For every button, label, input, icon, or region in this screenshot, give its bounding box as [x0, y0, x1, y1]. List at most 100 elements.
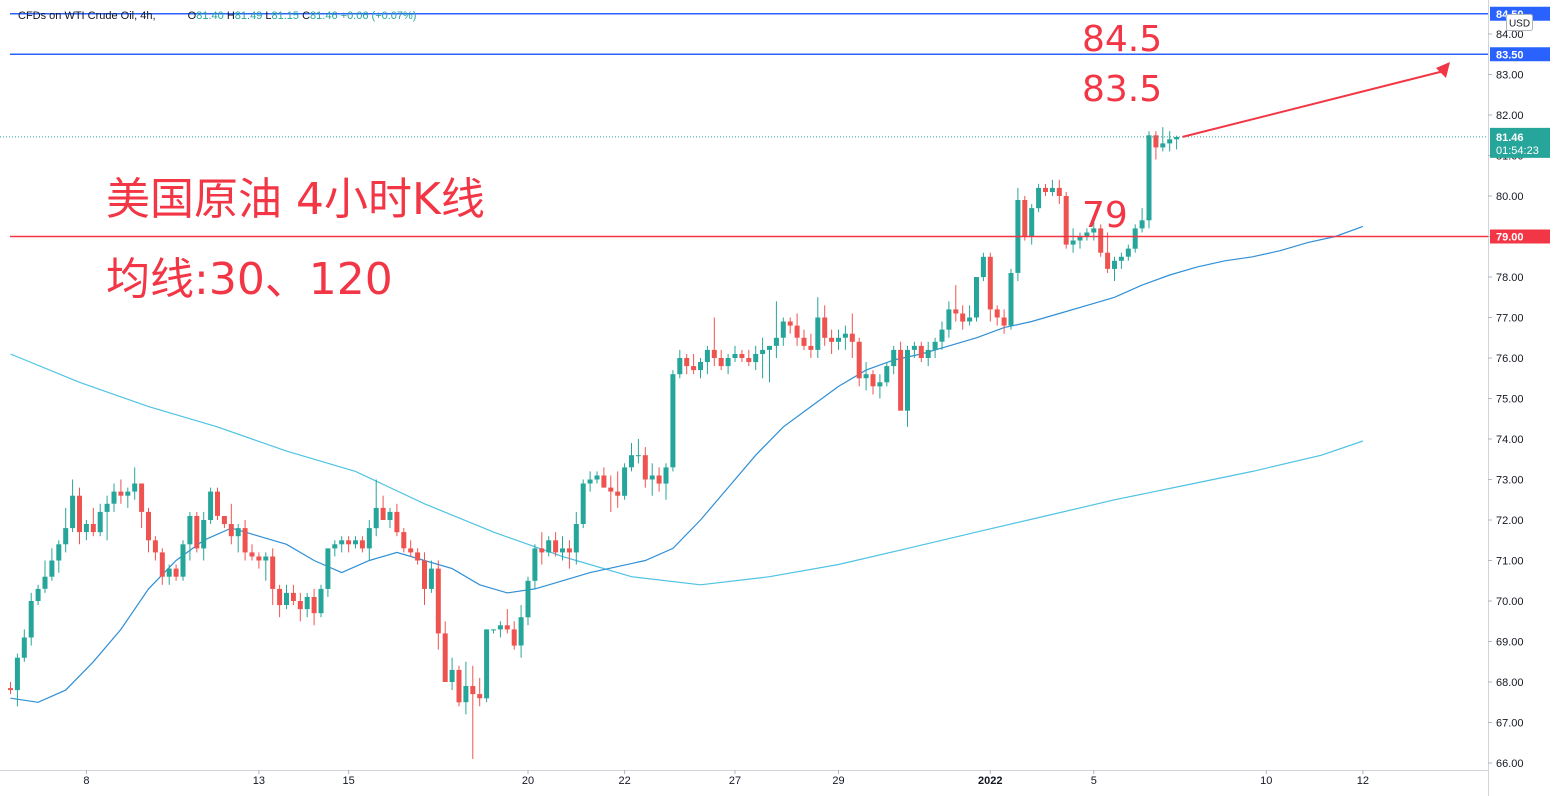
- candle[interactable]: [256, 552, 262, 569]
- candle[interactable]: [304, 592, 310, 618]
- time-axis[interactable]: [0, 770, 1488, 796]
- candle[interactable]: [918, 341, 924, 363]
- candle[interactable]: [939, 321, 945, 350]
- candle[interactable]: [470, 665, 476, 759]
- candle[interactable]: [463, 661, 469, 715]
- candle[interactable]: [263, 552, 269, 581]
- candle[interactable]: [684, 353, 690, 375]
- candle[interactable]: [1112, 256, 1117, 282]
- candle[interactable]: [511, 621, 517, 650]
- candle[interactable]: [442, 621, 448, 682]
- candle[interactable]: [187, 511, 193, 561]
- candle[interactable]: [953, 285, 959, 322]
- candle[interactable]: [1022, 196, 1028, 241]
- candle[interactable]: [373, 479, 379, 537]
- candle[interactable]: [208, 487, 214, 525]
- candle[interactable]: [28, 592, 34, 646]
- candle[interactable]: [290, 584, 296, 606]
- candle[interactable]: [297, 592, 303, 622]
- candle[interactable]: [573, 511, 579, 565]
- candle[interactable]: [1036, 183, 1042, 213]
- candle[interactable]: [663, 463, 669, 500]
- candle[interactable]: [780, 317, 786, 346]
- symbol-title[interactable]: CFDs on WTI Crude Oil, 4h,: [18, 10, 156, 22]
- candle[interactable]: [97, 503, 103, 537]
- candle[interactable]: [456, 665, 462, 707]
- candle[interactable]: [649, 463, 655, 496]
- candle[interactable]: [132, 467, 138, 500]
- candle[interactable]: [1105, 232, 1111, 273]
- candle[interactable]: [1146, 131, 1152, 229]
- candle[interactable]: [1098, 224, 1104, 257]
- candle[interactable]: [1063, 191, 1069, 249]
- candle[interactable]: [83, 520, 89, 541]
- candle[interactable]: [594, 471, 600, 484]
- candle[interactable]: [808, 333, 814, 358]
- candle[interactable]: [125, 487, 131, 508]
- candle[interactable]: [1001, 309, 1007, 334]
- candle[interactable]: [967, 305, 973, 326]
- candle[interactable]: [339, 536, 345, 553]
- candle[interactable]: [884, 362, 890, 387]
- candle[interactable]: [980, 252, 986, 282]
- candle[interactable]: [146, 507, 151, 553]
- candle[interactable]: [497, 621, 503, 638]
- candle[interactable]: [1084, 228, 1090, 241]
- candle[interactable]: [608, 475, 614, 512]
- candle[interactable]: [1008, 268, 1014, 330]
- candle[interactable]: [829, 329, 835, 354]
- candle[interactable]: [235, 524, 241, 553]
- candle[interactable]: [863, 362, 869, 391]
- candle[interactable]: [815, 297, 821, 358]
- candle[interactable]: [560, 536, 565, 561]
- candle[interactable]: [435, 560, 441, 650]
- candle[interactable]: [760, 337, 766, 379]
- candle[interactable]: [1043, 183, 1048, 196]
- candle[interactable]: [718, 349, 724, 371]
- candle[interactable]: [732, 345, 738, 363]
- candle[interactable]: [1070, 228, 1076, 253]
- candle[interactable]: [656, 467, 662, 492]
- candle[interactable]: [70, 479, 76, 533]
- candle[interactable]: [856, 337, 862, 387]
- candle[interactable]: [1125, 244, 1131, 261]
- candle[interactable]: [228, 503, 234, 545]
- candle[interactable]: [698, 358, 703, 379]
- candle[interactable]: [346, 536, 352, 553]
- candle[interactable]: [152, 536, 158, 561]
- candle[interactable]: [366, 520, 372, 561]
- candle[interactable]: [746, 349, 752, 367]
- candle[interactable]: [428, 560, 434, 593]
- candle[interactable]: [118, 479, 124, 504]
- candle[interactable]: [635, 439, 641, 464]
- candle[interactable]: [277, 584, 283, 618]
- candle[interactable]: [677, 349, 683, 379]
- candle[interactable]: [891, 345, 897, 375]
- candle[interactable]: [994, 305, 1000, 326]
- candle[interactable]: [270, 548, 276, 606]
- candle[interactable]: [90, 507, 96, 537]
- candle[interactable]: [415, 548, 421, 565]
- candle[interactable]: [711, 317, 717, 367]
- candle[interactable]: [566, 540, 572, 569]
- candle[interactable]: [629, 443, 634, 472]
- candle[interactable]: [63, 507, 69, 553]
- candle[interactable]: [801, 329, 807, 350]
- candle[interactable]: [870, 370, 876, 395]
- candle[interactable]: [35, 584, 41, 606]
- candle[interactable]: [822, 305, 828, 346]
- candle[interactable]: [1049, 179, 1055, 196]
- candle[interactable]: [318, 584, 324, 618]
- candle[interactable]: [353, 536, 358, 549]
- last-price-tag[interactable]: [1490, 127, 1550, 158]
- candle[interactable]: [325, 548, 331, 597]
- candle[interactable]: [642, 447, 648, 488]
- candle[interactable]: [1077, 232, 1083, 249]
- candle[interactable]: [215, 487, 220, 520]
- candle[interactable]: [987, 252, 993, 322]
- candle[interactable]: [1167, 131, 1173, 152]
- candle[interactable]: [615, 471, 621, 508]
- candle[interactable]: [139, 483, 145, 529]
- candle[interactable]: [670, 370, 676, 472]
